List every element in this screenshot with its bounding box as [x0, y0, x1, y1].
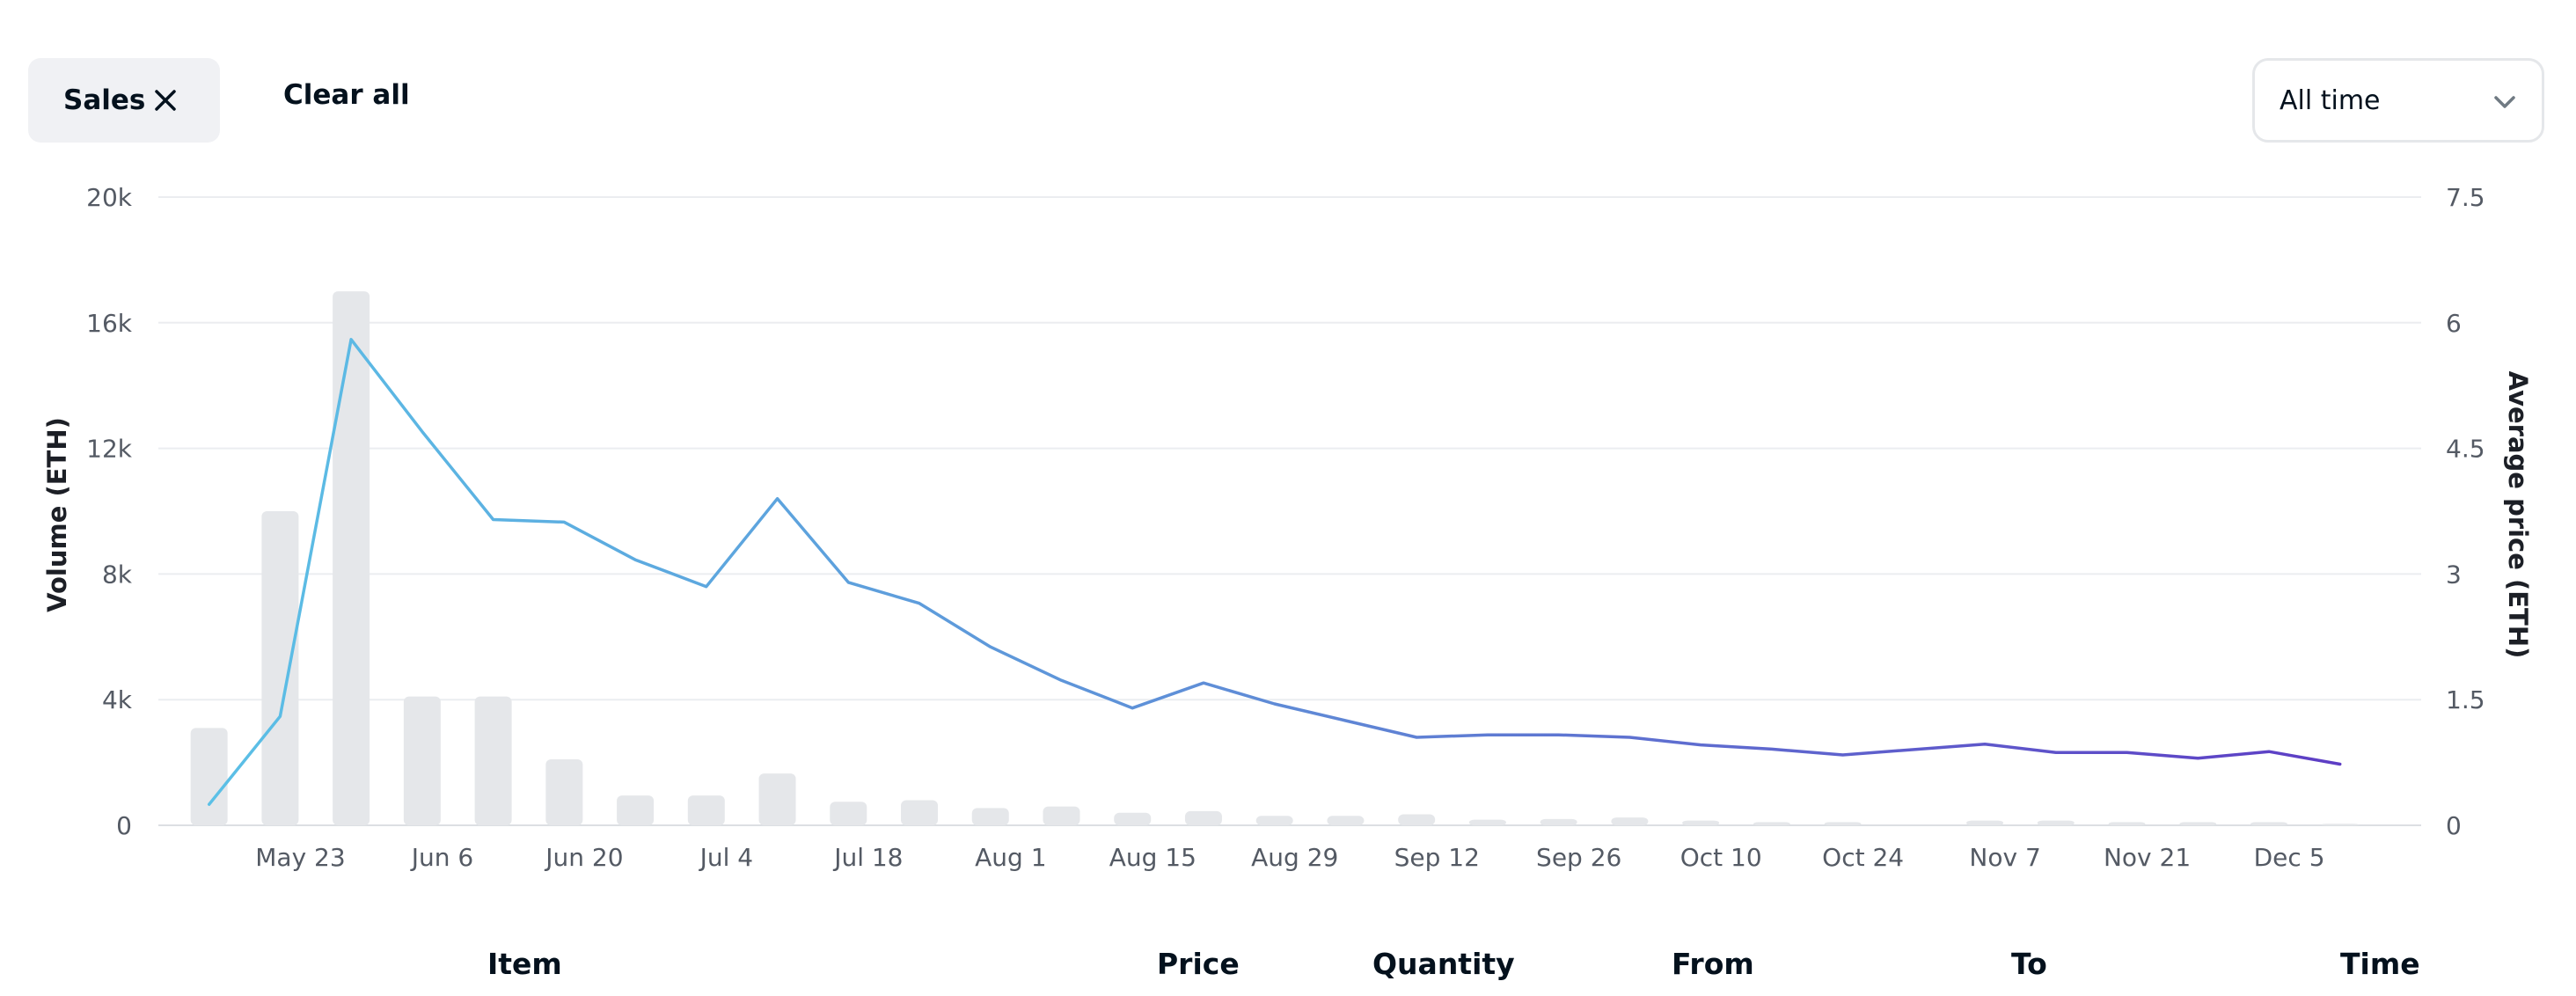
- y-right-tick-label: 0: [2446, 811, 2462, 840]
- volume-bar: [2250, 822, 2287, 825]
- y-left-tick-label: 20k: [86, 183, 133, 212]
- y-left-tick-label: 0: [116, 811, 132, 840]
- column-header-to: To: [2011, 947, 2047, 981]
- volume-bar: [474, 696, 512, 825]
- y-left-tick-label: 16k: [86, 309, 133, 338]
- volume-bar: [1824, 822, 1862, 825]
- y-right-tick-label: 6: [2446, 309, 2462, 338]
- volume-bar: [1114, 812, 1152, 825]
- x-tick-label: May 23: [255, 843, 345, 872]
- x-tick-label: Aug 1: [975, 843, 1046, 872]
- x-tick-label: Sep 12: [1394, 843, 1480, 872]
- volume-bar: [2179, 822, 2217, 825]
- x-tick-label: Nov 7: [1969, 843, 2040, 872]
- y-right-tick-label: 4.5: [2446, 435, 2485, 464]
- volume-bar: [1468, 819, 1506, 825]
- volume-bar: [1398, 814, 1436, 825]
- volume-bar: [1682, 820, 1720, 825]
- volume-bar: [1327, 816, 1365, 825]
- volume-bar: [403, 696, 441, 825]
- filter-chip-label: Sales: [63, 84, 146, 116]
- x-tick-label: Aug 15: [1109, 843, 1197, 872]
- y-right-tick-label: 3: [2446, 560, 2462, 589]
- time-range-value: All time: [2280, 85, 2381, 116]
- x-tick-label: Nov 21: [2104, 843, 2191, 872]
- volume-bar: [617, 795, 655, 825]
- filter-chip-sales[interactable]: Sales: [28, 58, 220, 143]
- x-tick-label: Sep 26: [1536, 843, 1621, 872]
- clear-all-button[interactable]: Clear all: [283, 79, 410, 111]
- column-header-time: Time: [2340, 947, 2420, 981]
- volume-bar: [2108, 822, 2146, 825]
- y-left-tick-label: 8k: [102, 560, 133, 589]
- column-header-price: Price: [1157, 947, 1240, 981]
- volume-bar: [1043, 806, 1080, 825]
- y-right-tick-label: 1.5: [2446, 685, 2485, 714]
- volume-bar: [971, 808, 1009, 825]
- column-header-quantity: Quantity: [1372, 947, 1515, 981]
- y-right-axis-title: Average price (ETH): [2503, 371, 2533, 659]
- volume-bar: [1540, 818, 1577, 825]
- x-tick-label: Jun 20: [544, 843, 623, 872]
- volume-bar: [758, 773, 796, 825]
- x-tick-label: Oct 24: [1822, 843, 1904, 872]
- time-range-select[interactable]: All time: [2252, 58, 2544, 143]
- chevron-down-icon: [2494, 96, 2515, 108]
- volume-bar: [261, 511, 299, 825]
- volume-bar: [333, 291, 370, 826]
- volume-bar: [2037, 820, 2075, 825]
- x-tick-label: Jul 18: [832, 843, 903, 872]
- x-tick-label: Jun 6: [410, 843, 473, 872]
- y-left-axis-title: Volume (ETH): [42, 417, 72, 612]
- volume-bar: [1753, 822, 1790, 825]
- y-left-tick-label: 12k: [86, 435, 133, 464]
- volume-bar: [190, 728, 228, 825]
- column-header-item: Item: [487, 947, 562, 981]
- y-right-tick-label: 7.5: [2446, 183, 2485, 212]
- volume-bar: [1611, 817, 1649, 825]
- y-left-tick-label: 4k: [102, 685, 133, 714]
- volume-bar: [830, 802, 867, 825]
- volume-bar: [545, 759, 583, 825]
- volume-bar: [901, 800, 939, 825]
- x-tick-label: Aug 29: [1251, 843, 1338, 872]
- close-icon[interactable]: [151, 86, 179, 114]
- volume-bar: [1184, 810, 1222, 825]
- volume-bar: [687, 795, 725, 825]
- sales-chart: 0 0 4k 1.5 8k 3 12k 4.5 16k 6 20k 7.5 May 23 Jun 6 Jun…: [42, 183, 2533, 872]
- volume-bar: [1255, 816, 1293, 825]
- average-price-line: [207, 338, 2342, 806]
- x-tick-label: Oct 10: [1680, 843, 1762, 872]
- column-header-from: From: [1672, 947, 1754, 981]
- volume-bar: [2321, 824, 2359, 826]
- x-tick-label: Dec 5: [2254, 843, 2325, 872]
- volume-bar: [1966, 820, 2004, 825]
- x-tick-label: Jul 4: [699, 843, 754, 872]
